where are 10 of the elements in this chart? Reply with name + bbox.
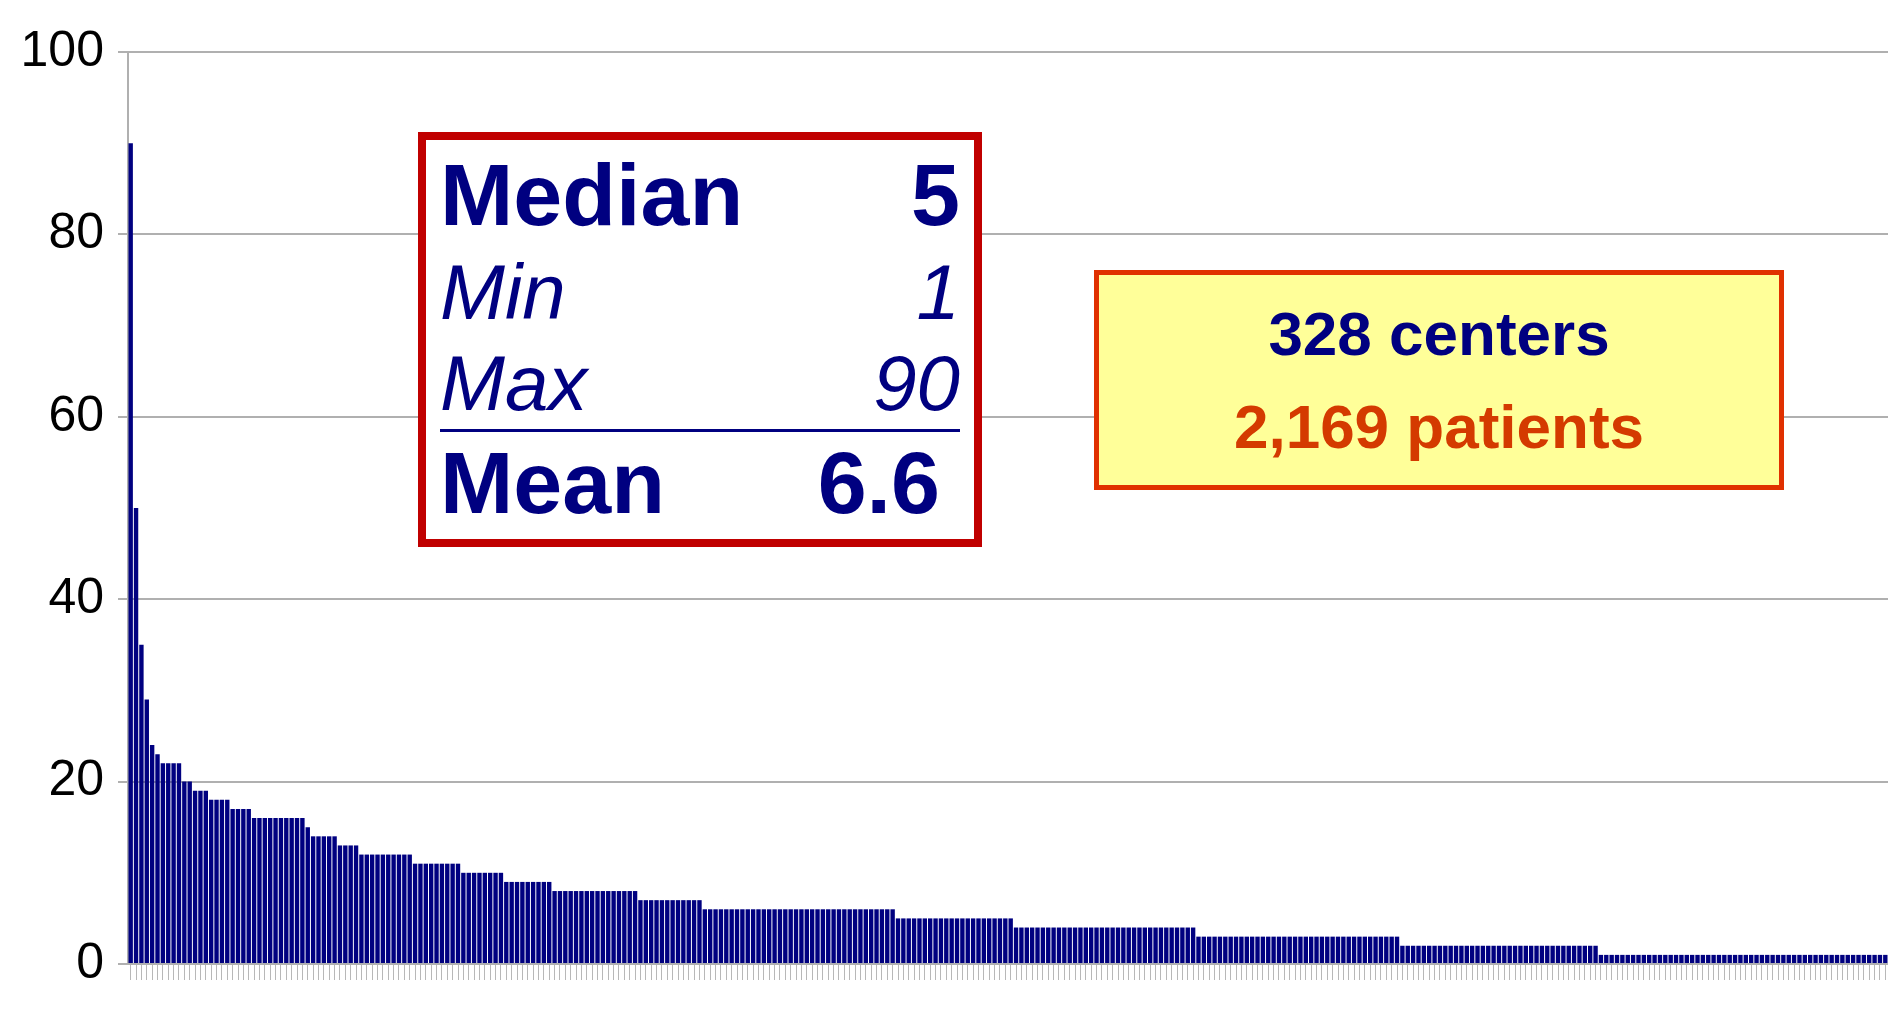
- stats-box: Median 5 Min 1 Max 90 Mean 6.6: [418, 132, 982, 548]
- callout-box: 328 centers 2,169 patients: [1094, 270, 1784, 490]
- y-tick-label: 0: [76, 932, 104, 989]
- y-tick-label: 60: [48, 385, 104, 442]
- annotation: 328 centers: [1268, 298, 1610, 370]
- y-tick-label: 40: [48, 567, 104, 624]
- annotation: 2,169 patients: [1233, 391, 1645, 463]
- y-tick-label: 80: [48, 203, 104, 260]
- y-tick-label: 20: [48, 750, 104, 807]
- y-tick-label: 100: [20, 20, 104, 77]
